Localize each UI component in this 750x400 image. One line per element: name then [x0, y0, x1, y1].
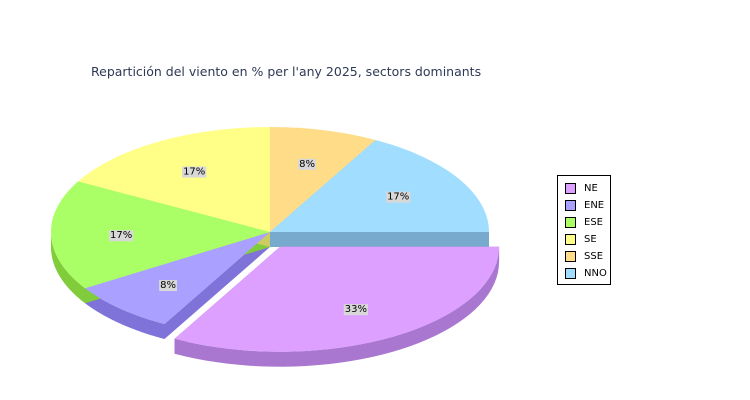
slice-sse: [270, 127, 376, 232]
data-label-ene: 8%: [160, 280, 176, 291]
legend-swatch: [565, 234, 576, 245]
legend-label: ENE: [584, 200, 605, 211]
legend-swatch: [565, 200, 576, 211]
legend-swatch: [565, 268, 576, 279]
legend-label: NNO: [584, 268, 607, 279]
legend-label: ESE: [584, 217, 603, 228]
chart-title: Repartición del viento en % per l'any 20…: [91, 64, 482, 79]
slice-radial-face: [270, 232, 489, 247]
slice-side-ese: [51, 232, 86, 304]
data-label-se: 17%: [183, 167, 205, 178]
legend-swatch: [565, 183, 576, 194]
slice-ne: [174, 246, 500, 352]
legend-item-ese: ESE: [558, 214, 610, 231]
data-label-ese: 17%: [110, 230, 132, 241]
legend-swatch: [565, 217, 576, 228]
slice-side-ene: [85, 288, 165, 340]
legend-label: SE: [584, 234, 597, 245]
slice-ese: [51, 181, 270, 289]
legend-label: NE: [584, 183, 598, 194]
legend-swatch: [565, 251, 576, 262]
slice-radial-face: [164, 232, 270, 340]
data-label-sse: 8%: [299, 159, 315, 170]
legend-item-se: SE: [558, 231, 610, 248]
legend-item-ene: ENE: [558, 197, 610, 214]
slice-se: [78, 126, 270, 232]
legend-item-nno: NNO: [558, 265, 610, 282]
legend: NE ENE ESE SE SSE NNO: [557, 175, 611, 285]
legend-item-sse: SSE: [558, 248, 610, 265]
data-label-ne: 33%: [345, 304, 367, 315]
slice-ene: [85, 232, 270, 325]
legend-label: SSE: [584, 251, 604, 262]
slice-nno: [270, 139, 489, 232]
data-label-nno: 17%: [387, 192, 409, 203]
slice-side-ne: [174, 246, 500, 367]
legend-item-ne: NE: [558, 180, 610, 197]
